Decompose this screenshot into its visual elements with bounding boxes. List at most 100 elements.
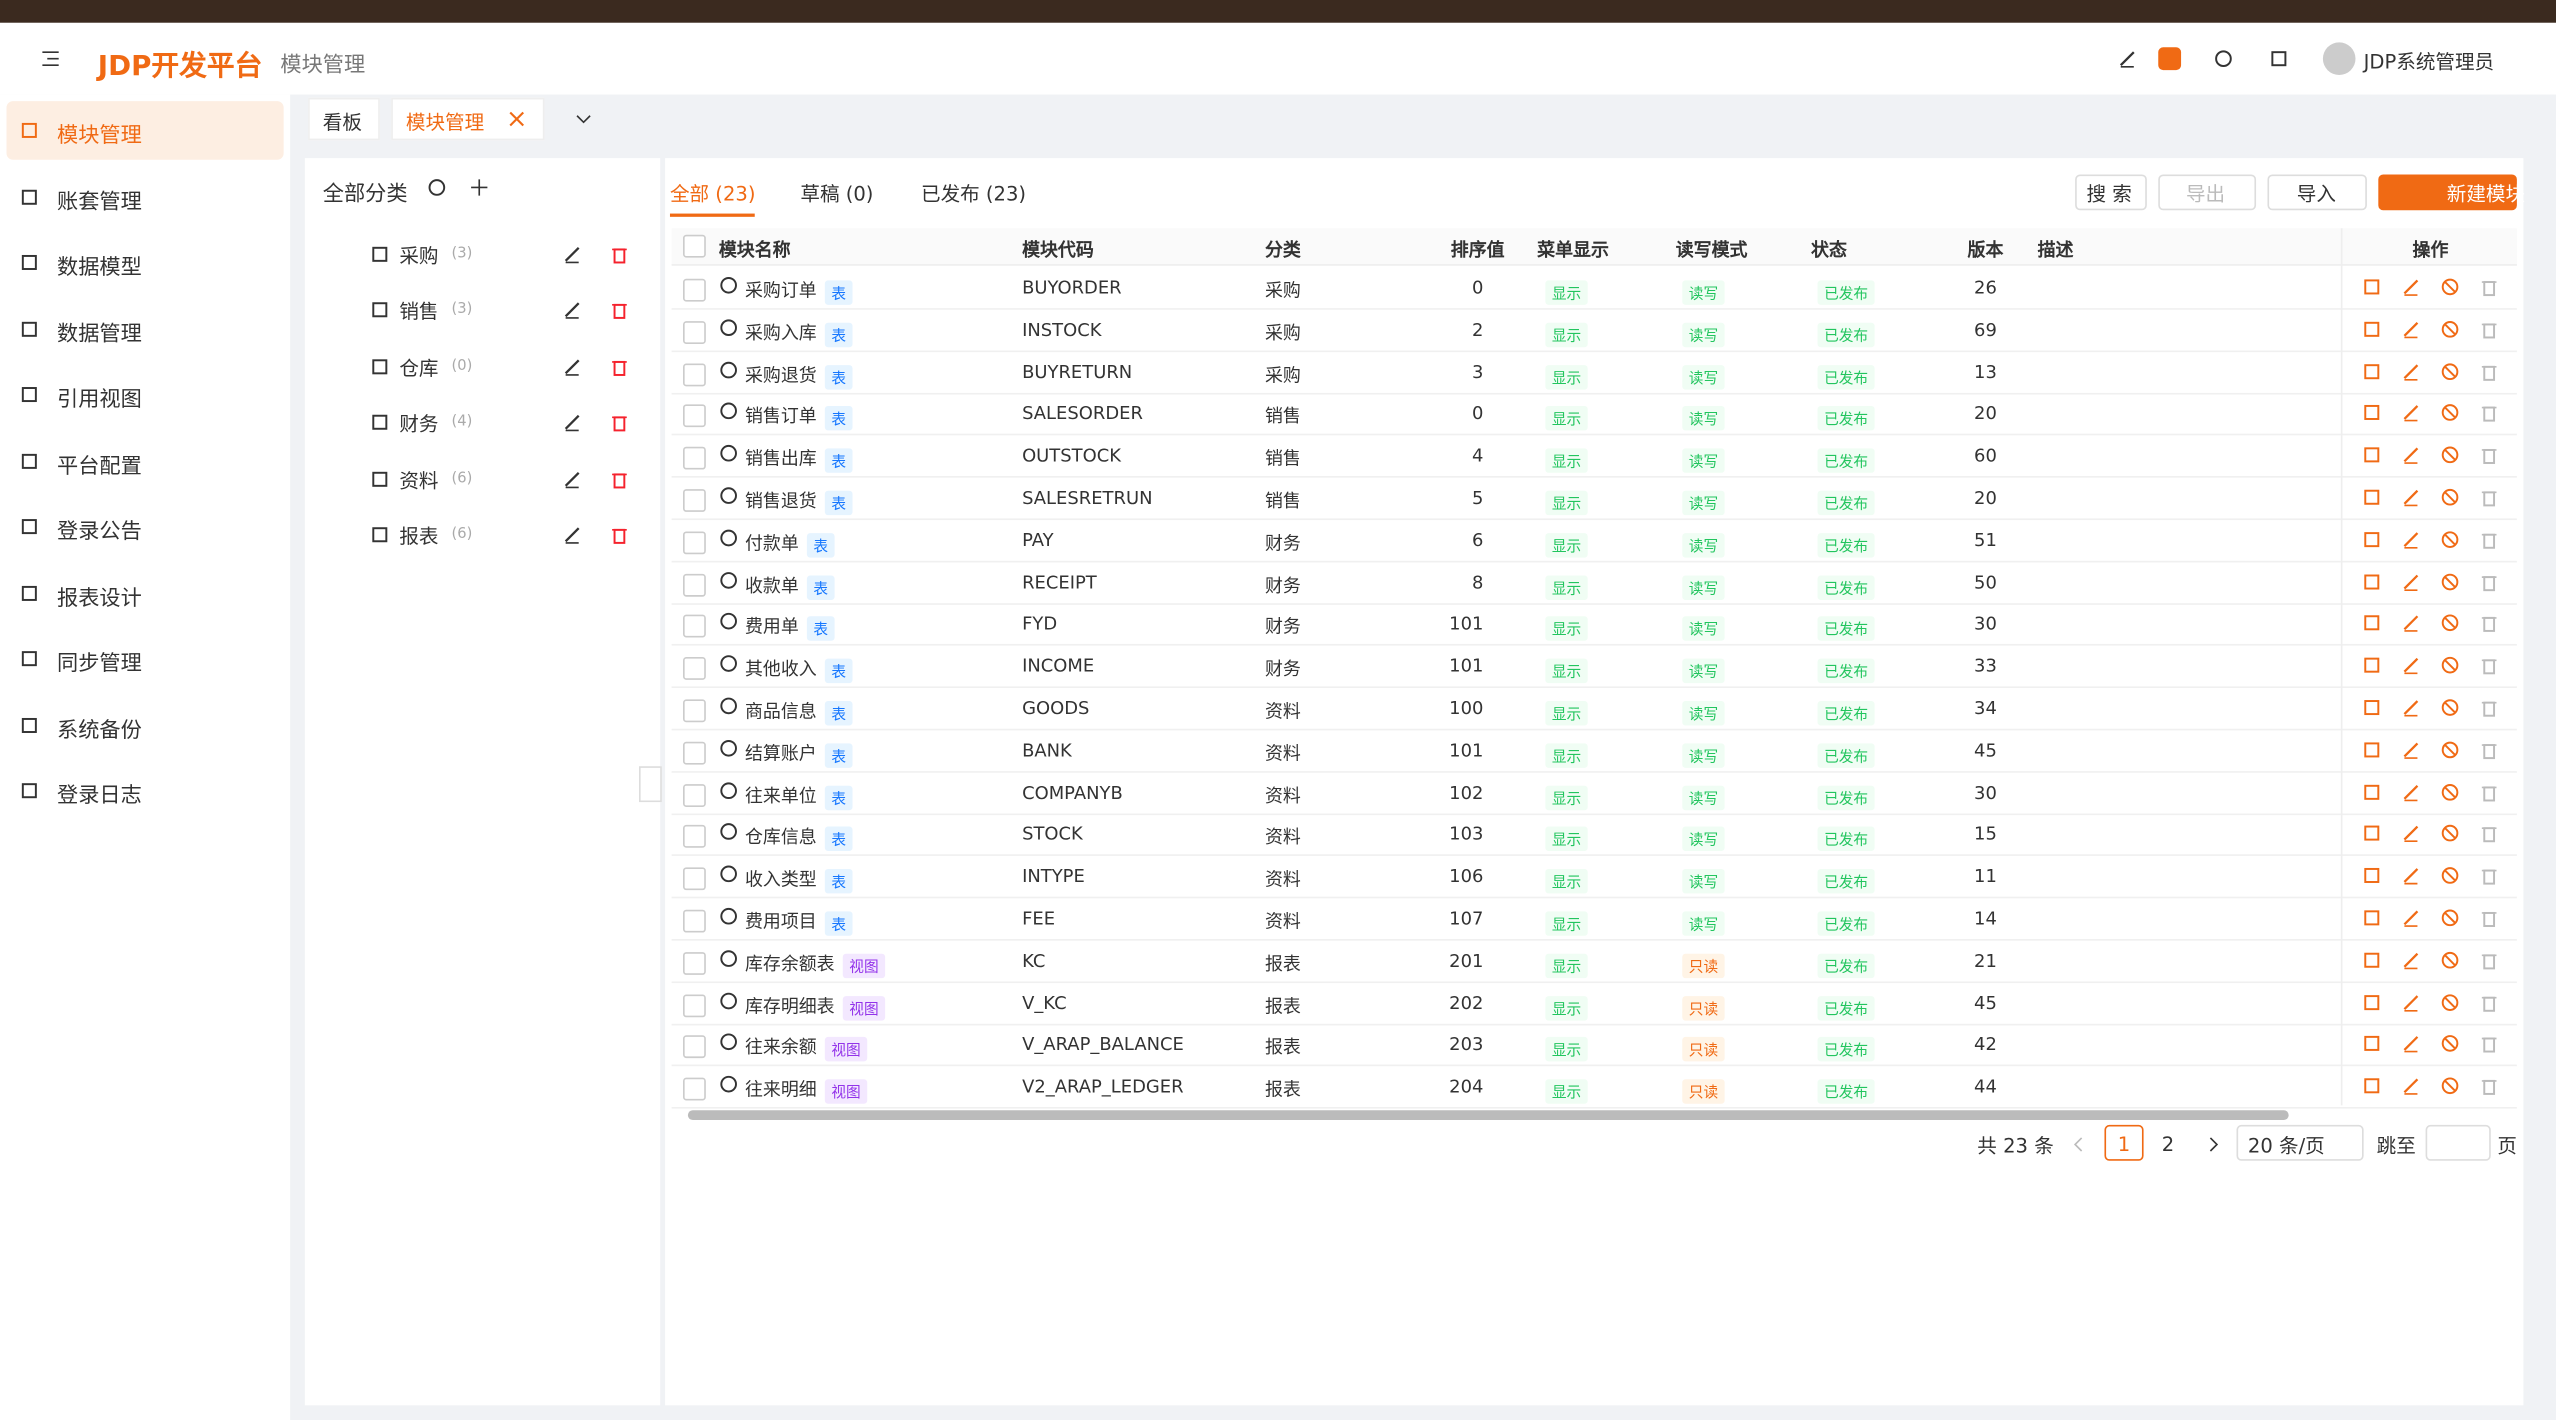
design-action[interactable] <box>2362 992 2382 1012</box>
delete-category[interactable] <box>610 469 630 489</box>
delete-action[interactable] <box>2479 866 2499 886</box>
menu-item[interactable]: 引用视图 <box>57 388 142 413</box>
delete-action[interactable] <box>2479 572 2499 592</box>
row-checkbox[interactable] <box>683 657 706 681</box>
row-checkbox[interactable] <box>683 993 706 1017</box>
category-name[interactable]: 仓库 <box>399 356 439 380</box>
user-name[interactable]: JDP系统管理员 <box>2363 50 2495 74</box>
page-box[interactable] <box>2104 1124 2144 1161</box>
row-checkbox[interactable] <box>683 1035 706 1059</box>
collapse-handle[interactable] <box>638 766 662 803</box>
button[interactable] <box>2075 174 2147 211</box>
edit-action[interactable] <box>2401 1076 2421 1096</box>
disable-action[interactable] <box>2440 782 2460 802</box>
theme-swatch[interactable] <box>2158 47 2182 71</box>
delete-action[interactable] <box>2479 614 2499 634</box>
button-label[interactable]: 新建模块 <box>2446 182 2526 206</box>
row-checkbox[interactable] <box>683 447 706 470</box>
delete-action[interactable] <box>2479 656 2499 676</box>
disable-action[interactable] <box>2440 866 2460 886</box>
fullscreen-icon[interactable] <box>2269 49 2289 69</box>
tab-label[interactable]: 看板 <box>322 110 362 134</box>
edit-category[interactable] <box>562 301 582 321</box>
design-action[interactable] <box>2362 572 2382 592</box>
menu-item[interactable]: 同步管理 <box>57 652 142 677</box>
edit-action[interactable] <box>2401 319 2421 339</box>
delete-action[interactable] <box>2479 740 2499 760</box>
category-name[interactable]: 报表 <box>399 524 439 548</box>
page-number[interactable]: 1 <box>2117 1133 2131 1156</box>
page-size-box[interactable] <box>2236 1124 2364 1161</box>
disable-action[interactable] <box>2440 1076 2460 1096</box>
row-checkbox[interactable] <box>683 909 706 933</box>
delete-action[interactable] <box>2479 1034 2499 1054</box>
edit-category[interactable] <box>562 525 582 545</box>
menu-item[interactable]: 数据模型 <box>57 255 142 281</box>
edit-action[interactable] <box>2401 530 2421 550</box>
menu-toggle[interactable] <box>41 49 61 69</box>
delete-action[interactable] <box>2479 908 2499 928</box>
page-size[interactable]: 20 条/页 <box>2247 1134 2325 1158</box>
row-checkbox[interactable] <box>683 699 706 723</box>
tab[interactable] <box>391 97 545 141</box>
delete-action[interactable] <box>2479 403 2499 423</box>
edit-action[interactable] <box>2401 740 2421 760</box>
row-checkbox[interactable] <box>683 531 706 554</box>
button[interactable] <box>2378 174 2517 211</box>
edit-action[interactable] <box>2401 445 2421 465</box>
edit-action[interactable] <box>2401 656 2421 676</box>
row-checkbox[interactable] <box>683 1077 706 1101</box>
design-action[interactable] <box>2362 530 2382 550</box>
delete-category[interactable] <box>610 301 630 321</box>
add-icon[interactable] <box>469 178 489 198</box>
disable-action[interactable] <box>2440 698 2460 718</box>
filter-tab[interactable]: 草稿 (0) <box>800 182 874 206</box>
edit-action[interactable] <box>2401 866 2421 886</box>
disable-action[interactable] <box>2440 319 2460 339</box>
scrollbar[interactable] <box>687 1110 2289 1121</box>
edit-action[interactable] <box>2401 277 2421 297</box>
category-name[interactable]: 财务 <box>399 412 439 436</box>
disable-action[interactable] <box>2440 361 2460 381</box>
delete-action[interactable] <box>2479 992 2499 1012</box>
button-label[interactable]: 导入 <box>2296 182 2336 206</box>
edit-action[interactable] <box>2401 361 2421 381</box>
disable-action[interactable] <box>2440 572 2460 592</box>
menu-item[interactable]: 数据管理 <box>57 321 142 347</box>
menu-item[interactable]: 登录公告 <box>57 520 142 545</box>
design-action[interactable] <box>2362 445 2382 465</box>
delete-action[interactable] <box>2479 530 2499 550</box>
edit-category[interactable] <box>562 469 582 489</box>
design-action[interactable] <box>2362 950 2382 970</box>
edit-action[interactable] <box>2401 487 2421 507</box>
tab-label[interactable]: 模块管理 <box>405 110 485 134</box>
menu-item[interactable]: 系统备份 <box>57 718 142 743</box>
design-action[interactable] <box>2362 866 2382 886</box>
row-checkbox[interactable] <box>683 404 706 428</box>
filter-tab[interactable]: 已发布 (23) <box>921 182 1027 206</box>
category-name[interactable]: 销售 <box>399 300 439 324</box>
delete-category[interactable] <box>610 525 630 545</box>
design-action[interactable] <box>2362 487 2382 507</box>
disable-action[interactable] <box>2440 445 2460 465</box>
row-checkbox[interactable] <box>683 615 706 639</box>
edit-action[interactable] <box>2401 782 2421 802</box>
edit-action[interactable] <box>2401 403 2421 423</box>
disable-action[interactable] <box>2440 992 2460 1012</box>
header-checkbox[interactable] <box>683 234 706 258</box>
menu-item[interactable]: 登录日志 <box>57 784 142 809</box>
row-checkbox[interactable] <box>683 320 706 344</box>
row-checkbox[interactable] <box>683 951 706 975</box>
design-action[interactable] <box>2362 824 2382 844</box>
delete-action[interactable] <box>2479 1076 2499 1096</box>
row-checkbox[interactable] <box>683 783 706 807</box>
menu-item[interactable]: 账套管理 <box>57 189 142 215</box>
edit-action[interactable] <box>2401 824 2421 844</box>
row-checkbox[interactable] <box>683 867 706 891</box>
edit-action[interactable] <box>2401 572 2421 592</box>
design-action[interactable] <box>2362 908 2382 928</box>
menu-item[interactable]: 报表设计 <box>57 586 142 611</box>
row-checkbox[interactable] <box>683 489 706 512</box>
next-page[interactable] <box>2204 1135 2224 1155</box>
category-name[interactable]: 采购 <box>399 244 439 268</box>
